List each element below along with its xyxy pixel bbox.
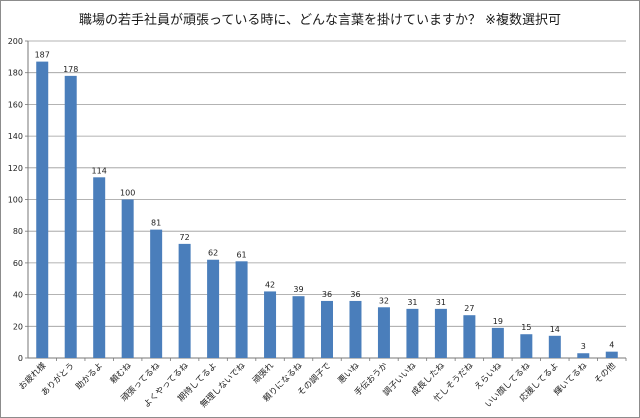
y-tick-label: 180 xyxy=(8,69,23,78)
data-label: 39 xyxy=(293,285,303,294)
chart-title: 職場の若手社員が頑張っている時に、どんな言葉を掛けていますか？ ※複数選択可 xyxy=(79,13,561,28)
bar xyxy=(577,353,590,358)
bar xyxy=(321,300,333,358)
y-tick-label: 140 xyxy=(8,132,23,141)
bar xyxy=(377,307,390,358)
bar xyxy=(207,259,220,358)
data-label: 114 xyxy=(92,166,107,175)
data-label: 31 xyxy=(436,298,446,307)
data-label: 61 xyxy=(236,250,246,259)
bar xyxy=(36,61,49,358)
bar xyxy=(463,315,476,358)
bar xyxy=(64,75,77,359)
bar xyxy=(292,296,305,358)
bar xyxy=(121,199,134,358)
bar xyxy=(548,335,561,358)
data-label: 178 xyxy=(63,65,78,74)
bar xyxy=(434,308,447,358)
data-label: 31 xyxy=(407,298,417,307)
data-label: 19 xyxy=(493,317,503,326)
data-label: 187 xyxy=(35,51,50,60)
y-tick-label: 60 xyxy=(13,259,23,268)
y-tick-label: 160 xyxy=(8,100,23,109)
data-label: 42 xyxy=(265,280,275,289)
data-label: 72 xyxy=(180,233,190,242)
data-label: 27 xyxy=(464,304,474,313)
bar xyxy=(406,308,419,358)
bar xyxy=(349,300,362,358)
bar xyxy=(491,327,504,358)
data-label: 4 xyxy=(609,341,614,350)
bar xyxy=(605,351,618,358)
y-tick-label: 120 xyxy=(8,164,23,173)
y-tick-label: 200 xyxy=(8,37,23,46)
data-label: 14 xyxy=(550,325,560,334)
y-tick-label: 0 xyxy=(18,354,23,363)
data-label: 15 xyxy=(521,323,531,332)
y-tick-label: 100 xyxy=(8,196,23,205)
x-tick-label: 助かるよ xyxy=(73,360,105,392)
bar xyxy=(93,177,106,358)
bar xyxy=(520,334,533,358)
data-label: 3 xyxy=(581,342,586,351)
data-label: 32 xyxy=(379,296,389,305)
data-label: 36 xyxy=(322,290,332,299)
x-tick-label: 頼むね xyxy=(109,361,134,386)
x-tick-label: 頑張れ xyxy=(251,361,276,386)
data-label: 62 xyxy=(208,249,218,258)
data-label: 81 xyxy=(151,219,161,228)
y-tick-label: 80 xyxy=(13,227,23,236)
y-tick-label: 40 xyxy=(13,291,23,300)
data-label: 36 xyxy=(350,290,360,299)
y-tick-label: 20 xyxy=(13,322,23,331)
bar xyxy=(264,291,277,358)
bar xyxy=(150,229,163,358)
x-tick-label: その他 xyxy=(592,360,618,386)
data-label: 100 xyxy=(120,189,135,198)
bar xyxy=(178,243,191,358)
x-tick-label: 悪いね xyxy=(336,361,361,386)
bar xyxy=(235,261,248,358)
